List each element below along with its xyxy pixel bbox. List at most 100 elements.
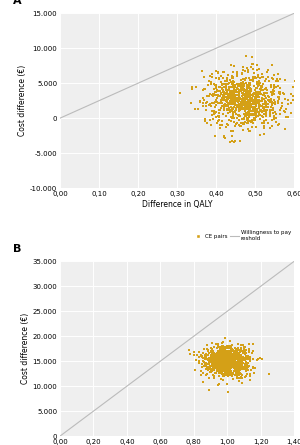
Point [239, 102, 244, 109]
Point [220, 346, 225, 353]
Point [219, 352, 224, 359]
Point [225, 101, 230, 109]
Point [238, 76, 243, 83]
Point [249, 102, 254, 109]
Point [214, 359, 219, 366]
Point [216, 112, 220, 119]
Point [199, 353, 203, 360]
Point [266, 97, 271, 104]
Point [242, 348, 247, 355]
Point [238, 101, 242, 108]
Point [217, 75, 222, 82]
Point [220, 360, 224, 367]
Point [226, 72, 230, 79]
Point [239, 100, 244, 107]
Point [206, 375, 211, 382]
Point [224, 364, 229, 372]
Point [220, 360, 225, 367]
Point [238, 345, 243, 352]
Point [243, 97, 248, 104]
Point [224, 367, 229, 374]
Point [232, 356, 237, 363]
Point [258, 90, 263, 97]
Point [292, 78, 297, 85]
Point [219, 73, 224, 80]
Point [196, 105, 201, 113]
Point [221, 352, 226, 359]
Point [250, 103, 255, 110]
Point [233, 356, 238, 363]
Point [214, 357, 218, 364]
Point [225, 93, 230, 100]
Point [220, 364, 225, 371]
Point [277, 89, 282, 96]
Point [232, 79, 237, 86]
Point [241, 86, 246, 93]
Point [208, 354, 213, 361]
Point [245, 100, 250, 107]
Point [236, 111, 241, 118]
Point [229, 352, 234, 360]
Point [235, 114, 239, 121]
Point [262, 89, 267, 97]
Point [231, 62, 236, 69]
Point [248, 127, 253, 134]
Point [229, 92, 234, 99]
Point [215, 358, 220, 365]
Point [223, 101, 228, 109]
Point [225, 355, 230, 362]
Point [229, 358, 234, 365]
Point [275, 71, 280, 78]
Point [275, 94, 280, 101]
Point [236, 105, 241, 112]
Point [215, 361, 220, 368]
Point [215, 69, 220, 76]
Point [278, 75, 282, 82]
Point [233, 355, 238, 362]
Point [263, 94, 268, 101]
Point [235, 373, 240, 380]
Point [238, 359, 243, 366]
Point [235, 355, 240, 362]
Point [237, 95, 242, 102]
Point [226, 362, 231, 369]
Point [268, 96, 273, 103]
Point [250, 107, 254, 114]
Point [215, 87, 220, 94]
Point [226, 351, 231, 358]
Point [218, 355, 223, 362]
Point [238, 364, 243, 372]
Point [239, 341, 244, 348]
Point [236, 350, 240, 357]
Point [209, 353, 214, 360]
Point [236, 358, 241, 365]
Point [231, 101, 236, 108]
Point [214, 360, 219, 367]
Point [233, 372, 238, 379]
Point [229, 89, 234, 96]
Point [239, 358, 244, 365]
Point [278, 84, 282, 91]
Point [221, 356, 226, 363]
Point [278, 105, 283, 112]
Point [213, 83, 218, 90]
Point [211, 356, 216, 363]
Point [237, 353, 242, 360]
Point [228, 367, 233, 374]
Point [232, 361, 237, 368]
Point [250, 101, 254, 108]
Point [246, 125, 251, 132]
Point [232, 100, 237, 107]
Point [224, 102, 229, 109]
Point [223, 346, 228, 353]
Point [200, 99, 205, 106]
Point [233, 351, 238, 358]
Point [220, 362, 225, 369]
Point [231, 355, 236, 362]
Point [214, 360, 219, 367]
Point [224, 354, 229, 361]
Point [282, 125, 287, 132]
Point [214, 350, 219, 357]
Point [224, 367, 229, 374]
Point [214, 363, 219, 370]
